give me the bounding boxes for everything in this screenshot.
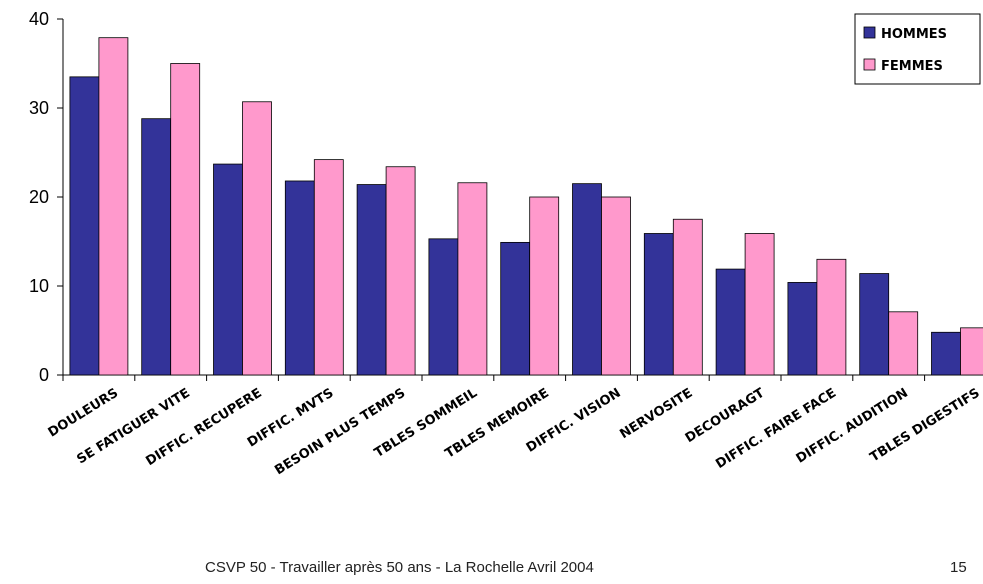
bar-femmes-9 (672, 218, 703, 376)
bar-femmes-8 (601, 196, 631, 376)
x-axis (62, 374, 983, 381)
legend-box (854, 13, 981, 85)
bar-hommes-3 (213, 163, 243, 376)
bar-femmes-13 (960, 327, 983, 376)
bar-hommes-13 (931, 331, 961, 376)
footer-text: CSVP 50 - Travailler après 50 ans - La R… (205, 559, 594, 576)
bar-hommes-10 (715, 268, 746, 376)
category-label: DIFFIC. FAIRE FACE (713, 386, 839, 472)
legend-swatch-hommes (863, 26, 876, 39)
bar-hommes-5 (356, 184, 387, 376)
bar-femmes-7 (529, 196, 560, 376)
bar-hommes-11 (787, 282, 818, 376)
bar-femmes-3 (242, 101, 272, 376)
y-axis: 0 10 20 30 40 (29, 9, 64, 385)
bar-hommes-4 (284, 180, 315, 376)
bar-hommes-7 (500, 241, 531, 376)
bar-hommes-6 (428, 238, 459, 376)
legend-label-hommes: HOMMES (881, 27, 947, 42)
legend: HOMMES FEMMES (854, 13, 981, 85)
bar-femmes-12 (888, 311, 919, 376)
bar-femmes-2 (170, 63, 201, 376)
legend-label-femmes: FEMMES (881, 59, 943, 74)
bar-hommes-12 (859, 273, 890, 376)
bar-hommes-1 (69, 76, 100, 376)
bar-hommes-9 (643, 233, 674, 376)
bar-femmes-10 (744, 233, 775, 376)
y-tick-label: 40 (29, 9, 49, 29)
bar-femmes-11 (816, 258, 847, 376)
bar-hommes-2 (141, 118, 172, 376)
y-tick-label: 0 (39, 365, 49, 385)
legend-swatch-femmes (863, 58, 876, 71)
y-tick-label: 30 (29, 98, 49, 118)
category-label: DIFFIC. RECUPERE (143, 386, 264, 469)
bars (69, 37, 983, 376)
category-label: BESOIN PLUS TEMPS (272, 386, 408, 479)
bar-hommes-8 (572, 183, 602, 376)
bar-femmes-5 (385, 166, 416, 376)
bar-femmes-6 (457, 182, 488, 376)
y-tick-label: 20 (29, 187, 49, 207)
bar-femmes-1 (98, 37, 129, 376)
y-tick-label: 10 (29, 276, 49, 296)
bar-femmes-4 (313, 159, 344, 376)
page-number: 15 (950, 559, 967, 576)
